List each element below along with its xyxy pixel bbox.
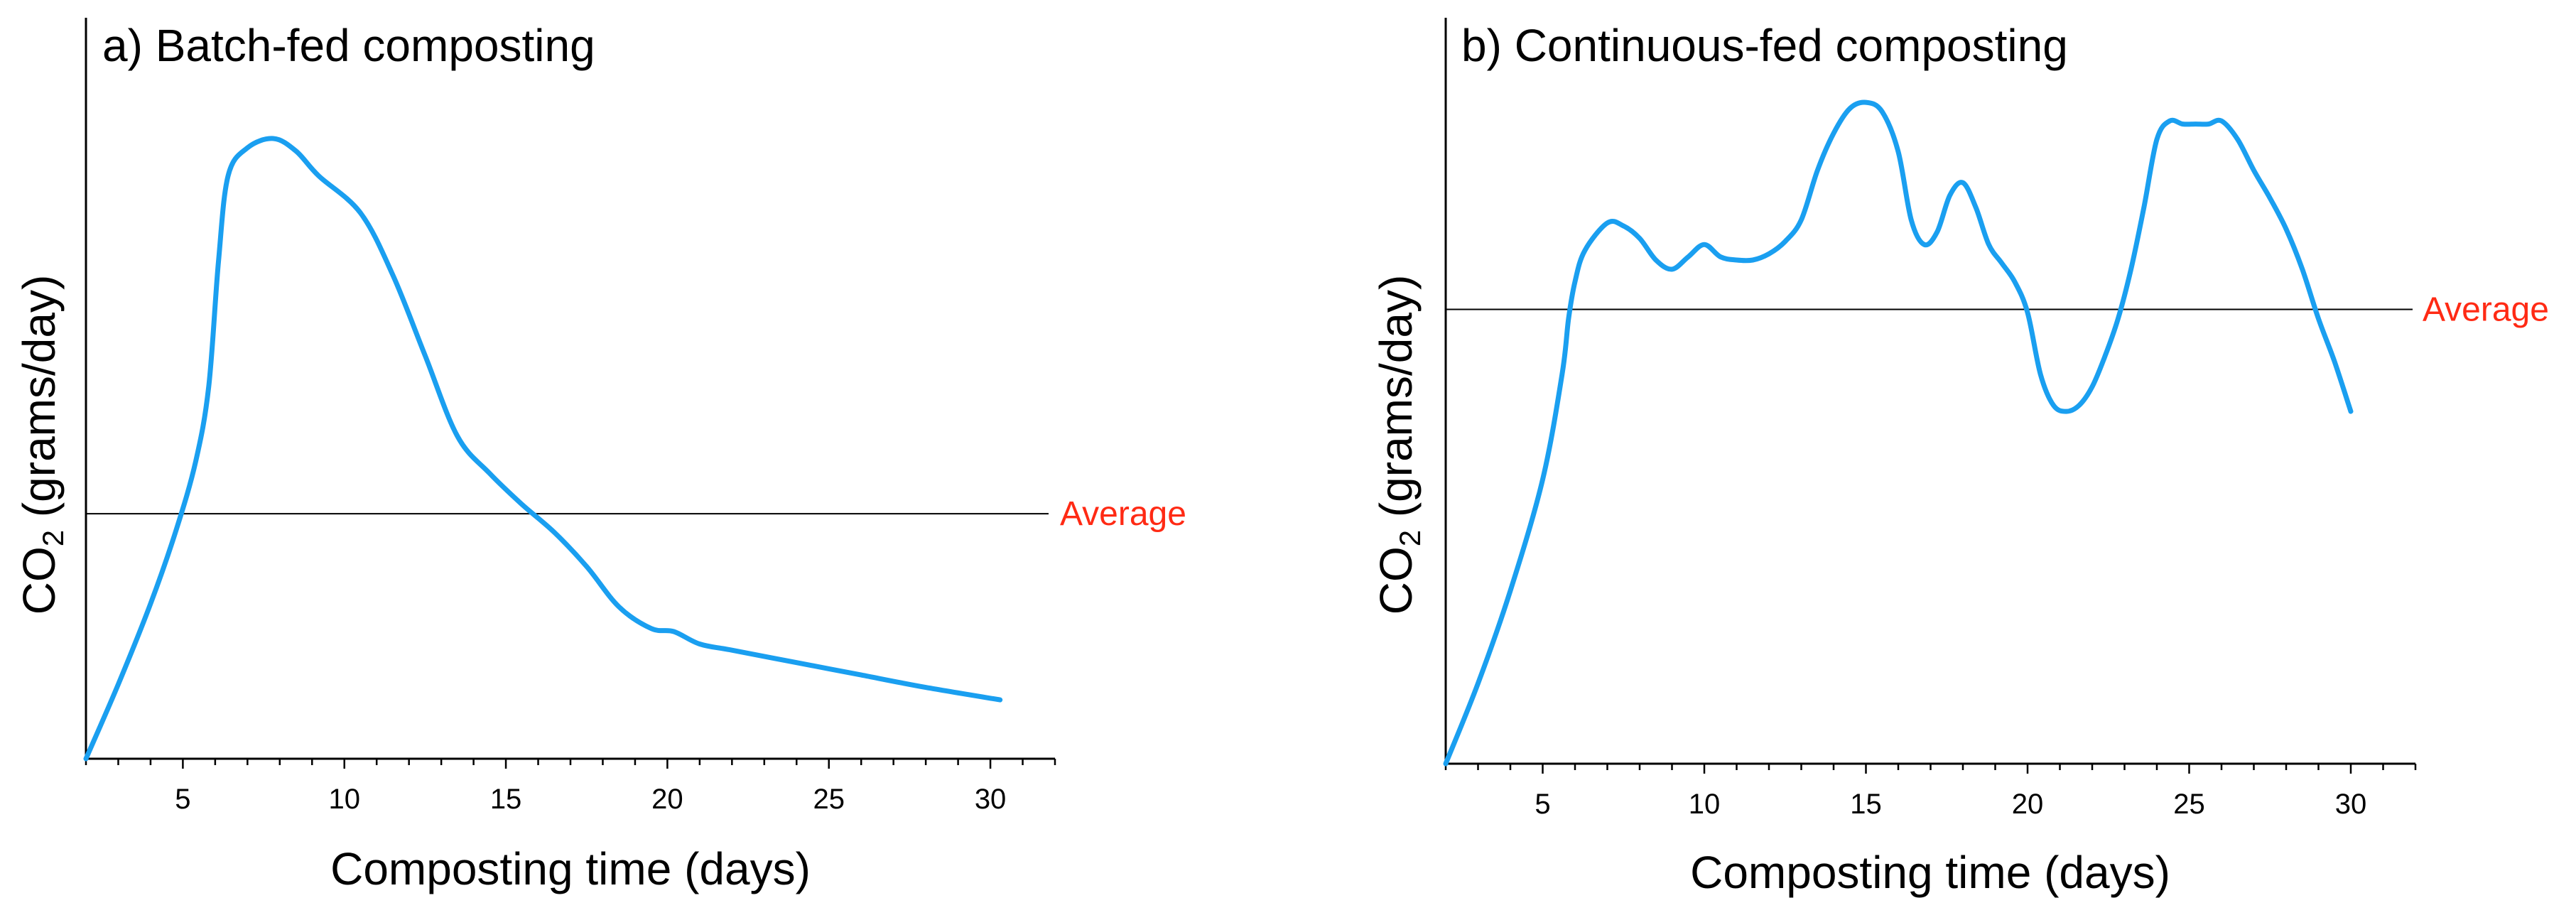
panel-batch-fed: a) Batch-fed composting 5 10 15 20 25 30 Aver…: [13, 18, 1186, 894]
y-axis-title: CO2 (grams/day): [13, 275, 70, 615]
x-tick-label: 15: [490, 784, 522, 815]
x-tick-labels: 5 10 15 20 25 30: [175, 784, 1006, 815]
chart-title: a) Batch-fed composting: [102, 20, 595, 71]
x-tick-label: 5: [175, 784, 190, 815]
x-tick-label: 5: [1535, 789, 1550, 820]
co2-curve: [83, 136, 1003, 762]
y-axis-title-rest: (grams/day): [1370, 275, 1422, 530]
y-axis-title-subscript: 2: [36, 530, 70, 546]
x-tick-label: 30: [975, 784, 1007, 815]
x-tick-labels: 5 10 15 20 25 30: [1535, 789, 2366, 820]
x-tick-label: 30: [2335, 789, 2367, 820]
chart-title: b) Continuous-fed composting: [1461, 20, 2068, 71]
co2-curve: [1443, 99, 2354, 767]
x-ticks: [1444, 764, 2417, 774]
average-label: Average: [2423, 291, 2549, 329]
average-label: Average: [1060, 495, 1186, 533]
x-tick-label: 20: [651, 784, 683, 815]
x-tick-label: 10: [1689, 789, 1721, 820]
x-tick-label: 25: [2173, 789, 2205, 820]
panel-continuous-fed: b) Continuous-fed composting 5 10 15 20 25 30…: [1370, 18, 2549, 898]
y-axis-title-main: CO: [13, 546, 65, 615]
x-axis-title: Composting time (days): [330, 843, 811, 894]
y-axis-title-rest: (grams/day): [13, 275, 65, 530]
x-tick-label: 25: [813, 784, 845, 815]
x-tick-label: 20: [2012, 789, 2044, 820]
x-ticks: [85, 759, 1056, 769]
y-axis-title-main: CO: [1370, 546, 1422, 615]
x-tick-label: 10: [328, 784, 360, 815]
x-tick-label: 15: [1850, 789, 1882, 820]
x-axis-title: Composting time (days): [1690, 847, 2170, 898]
y-axis-title-subscript: 2: [1393, 530, 1427, 546]
y-axis-title: CO2 (grams/day): [1370, 275, 1427, 615]
